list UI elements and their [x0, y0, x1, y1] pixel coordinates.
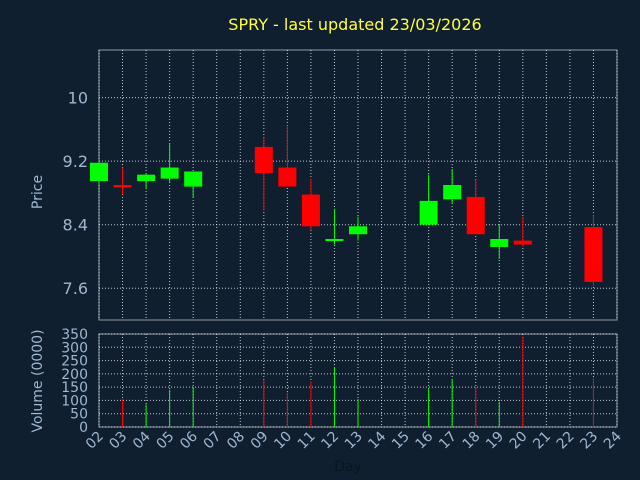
- x-tick-label: 21: [530, 429, 554, 453]
- volume-axis-label: Volume (0000): [30, 329, 46, 432]
- x-tick-label: 15: [389, 429, 413, 453]
- volume-tick-label: 200: [61, 367, 88, 383]
- x-tick-label: 12: [318, 429, 342, 453]
- price-tick-label: 7.6: [63, 279, 88, 298]
- x-tick-label: 14: [365, 428, 389, 452]
- volume-tick-label: 100: [61, 393, 88, 409]
- candle-body: [419, 200, 438, 225]
- x-tick-label: 19: [483, 429, 507, 453]
- x-tick-label: 18: [460, 429, 484, 453]
- x-tick-label: 13: [342, 429, 366, 453]
- volume-tick-label: 0: [79, 420, 88, 436]
- x-tick-label: 06: [177, 428, 201, 452]
- x-tick-label: 08: [224, 429, 248, 453]
- x-tick-label: 09: [248, 429, 272, 453]
- volume-tick-label: 250: [61, 354, 88, 370]
- x-tick-label: 20: [507, 429, 531, 453]
- candle-body: [160, 167, 179, 179]
- price-tick-label: 8.4: [63, 216, 88, 235]
- candle-body: [325, 239, 344, 241]
- x-tick-label: 24: [601, 428, 625, 452]
- candle-body: [466, 196, 485, 235]
- chart-title: SPRY - last updated 23/03/2026: [228, 15, 481, 34]
- x-axis-label: Day: [334, 459, 362, 475]
- candle-body: [301, 194, 320, 227]
- x-tick-label: 22: [554, 429, 578, 453]
- candle-body: [113, 185, 132, 188]
- candle-body: [184, 171, 203, 187]
- x-tick-label: 03: [106, 429, 130, 453]
- x-tick-label: 17: [436, 429, 460, 453]
- candle-body: [278, 167, 297, 187]
- x-tick-label: 16: [413, 428, 437, 452]
- candle-body: [490, 239, 509, 247]
- candle-body: [254, 146, 273, 174]
- price-axis-label: Price: [30, 175, 46, 209]
- x-tick-label: 23: [577, 429, 601, 453]
- candle-body: [513, 240, 532, 245]
- volume-tick-label: 300: [61, 340, 88, 356]
- candle-body: [443, 185, 462, 200]
- volume-tick-label: 150: [61, 380, 88, 396]
- x-tick-label: 04: [130, 428, 154, 452]
- x-tick-label: 11: [295, 429, 319, 453]
- x-tick-label: 07: [201, 429, 225, 453]
- volume-tick-label: 350: [61, 327, 88, 343]
- price-tick-label: 9.2: [63, 152, 88, 171]
- candle-body: [90, 162, 108, 182]
- candle-body: [349, 226, 367, 235]
- candle-body: [584, 227, 603, 282]
- volume-tick-label: 50: [70, 407, 88, 423]
- x-tick-label: 05: [154, 429, 178, 453]
- candle-body: [137, 174, 156, 182]
- price-tick-label: 10: [68, 89, 88, 108]
- x-tick-label: 10: [271, 429, 295, 453]
